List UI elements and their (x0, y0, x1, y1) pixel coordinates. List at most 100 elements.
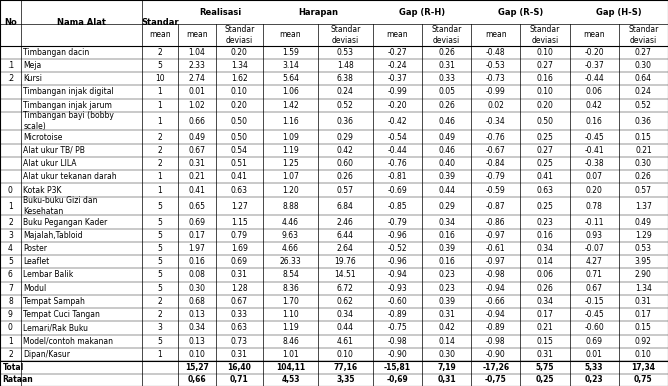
Text: 1.01: 1.01 (282, 350, 299, 359)
Text: mean: mean (280, 30, 301, 39)
Text: -0.89: -0.89 (387, 310, 407, 319)
Text: 0.67: 0.67 (188, 146, 205, 155)
Text: 2.46: 2.46 (337, 218, 354, 227)
Text: -0.90: -0.90 (387, 350, 407, 359)
Text: 0.26: 0.26 (438, 48, 455, 57)
Text: 0.10: 0.10 (188, 350, 205, 359)
Text: 3.95: 3.95 (635, 257, 652, 266)
Text: 0.21: 0.21 (635, 146, 652, 155)
Text: 1.59: 1.59 (282, 48, 299, 57)
Text: 0.27: 0.27 (635, 48, 652, 57)
Text: 4,53: 4,53 (281, 375, 300, 384)
Text: 0.31: 0.31 (536, 350, 553, 359)
Text: 0.16: 0.16 (536, 231, 553, 240)
Text: 0.53: 0.53 (337, 48, 354, 57)
Text: Harapan: Harapan (298, 8, 338, 17)
Text: 1.62: 1.62 (231, 74, 248, 83)
Text: -0.98: -0.98 (387, 337, 407, 346)
Text: Leaflet: Leaflet (23, 257, 49, 266)
Text: 0.36: 0.36 (337, 117, 354, 125)
Text: 5: 5 (158, 231, 162, 240)
Text: Meja: Meja (23, 61, 41, 70)
Text: -0.60: -0.60 (387, 297, 407, 306)
Text: 6.84: 6.84 (337, 201, 354, 210)
Text: Dipan/Kasur: Dipan/Kasur (23, 350, 71, 359)
Text: 2.33: 2.33 (188, 61, 205, 70)
Text: 0.06: 0.06 (536, 271, 554, 279)
Text: Tempat Cuci Tangan: Tempat Cuci Tangan (23, 310, 100, 319)
Text: 1.04: 1.04 (188, 48, 205, 57)
Text: 0.41: 0.41 (188, 186, 205, 195)
Text: 0.31: 0.31 (635, 297, 652, 306)
Text: 1: 1 (8, 201, 13, 210)
Text: 0.34: 0.34 (188, 323, 205, 332)
Text: 0: 0 (8, 186, 13, 195)
Text: 6.72: 6.72 (337, 284, 354, 293)
Text: 0.54: 0.54 (231, 146, 248, 155)
Text: 5: 5 (8, 257, 13, 266)
Text: 0.15: 0.15 (536, 337, 553, 346)
Text: 2.90: 2.90 (635, 271, 652, 279)
Text: mean: mean (485, 30, 506, 39)
Text: 0.13: 0.13 (188, 337, 205, 346)
Text: 1.70: 1.70 (282, 297, 299, 306)
Text: 7,19: 7,19 (438, 363, 456, 372)
Text: 0.49: 0.49 (635, 218, 652, 227)
Text: 0.02: 0.02 (488, 101, 504, 110)
Text: Tempat Sampah: Tempat Sampah (23, 297, 86, 306)
Text: No: No (4, 18, 17, 27)
Text: 104,11: 104,11 (276, 363, 305, 372)
Text: -0.44: -0.44 (584, 74, 604, 83)
Text: 3,35: 3,35 (336, 375, 355, 384)
Text: mean: mean (583, 30, 605, 39)
Text: 0.92: 0.92 (635, 337, 652, 346)
Text: -0.98: -0.98 (486, 271, 506, 279)
Text: 0.14: 0.14 (536, 257, 553, 266)
Text: -0.93: -0.93 (387, 284, 407, 293)
Text: Alat ukur LILA: Alat ukur LILA (23, 159, 77, 168)
Text: 1.09: 1.09 (282, 133, 299, 142)
Text: -0.79: -0.79 (387, 218, 407, 227)
Text: 0.34: 0.34 (536, 244, 554, 253)
Text: 0.27: 0.27 (536, 61, 553, 70)
Text: 0,71: 0,71 (230, 375, 248, 384)
Text: 0.44: 0.44 (337, 323, 354, 332)
Text: -0,69: -0,69 (387, 375, 408, 384)
Text: 0.10: 0.10 (231, 87, 248, 96)
Text: 7: 7 (8, 284, 13, 293)
Text: 0.25: 0.25 (536, 133, 553, 142)
Text: -0.99: -0.99 (387, 87, 407, 96)
Text: 0: 0 (8, 323, 13, 332)
Text: 5: 5 (158, 61, 162, 70)
Text: -0.11: -0.11 (584, 218, 604, 227)
Text: 0.36: 0.36 (635, 117, 652, 125)
Text: 0.66: 0.66 (188, 117, 205, 125)
Text: -0.37: -0.37 (584, 61, 604, 70)
Text: -0.73: -0.73 (486, 74, 506, 83)
Text: 0.06: 0.06 (586, 87, 603, 96)
Text: 1.42: 1.42 (282, 101, 299, 110)
Text: Timbangan injak jarum: Timbangan injak jarum (23, 101, 112, 110)
Text: 0.69: 0.69 (231, 257, 248, 266)
Text: 0.49: 0.49 (438, 133, 455, 142)
Text: -0.24: -0.24 (387, 61, 407, 70)
Text: 1: 1 (158, 117, 162, 125)
Text: 0.30: 0.30 (438, 350, 455, 359)
Text: 0.24: 0.24 (337, 87, 354, 96)
Text: 0.31: 0.31 (438, 61, 455, 70)
Text: 5,75: 5,75 (536, 363, 554, 372)
Text: -0.81: -0.81 (387, 172, 407, 181)
Text: 0.14: 0.14 (438, 337, 455, 346)
Text: 0,75: 0,75 (634, 375, 653, 384)
Text: 5: 5 (158, 284, 162, 293)
Text: Alat ukur TB/ PB: Alat ukur TB/ PB (23, 146, 86, 155)
Text: 0.15: 0.15 (635, 133, 652, 142)
Text: 0.60: 0.60 (337, 159, 354, 168)
Text: Buku Pegangan Kader: Buku Pegangan Kader (23, 218, 108, 227)
Text: -0.48: -0.48 (486, 48, 506, 57)
Text: -0.96: -0.96 (387, 231, 407, 240)
Text: 0.34: 0.34 (337, 310, 354, 319)
Text: 0.50: 0.50 (536, 117, 554, 125)
Text: 0.68: 0.68 (188, 297, 205, 306)
Text: 8.54: 8.54 (282, 271, 299, 279)
